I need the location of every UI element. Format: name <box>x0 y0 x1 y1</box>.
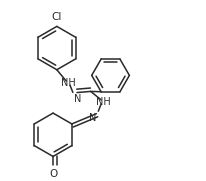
Text: O: O <box>49 169 57 179</box>
Text: N: N <box>89 113 96 123</box>
Text: NH: NH <box>61 78 76 88</box>
Text: Cl: Cl <box>52 12 62 22</box>
Text: NH: NH <box>96 97 110 107</box>
Text: N: N <box>74 94 81 104</box>
